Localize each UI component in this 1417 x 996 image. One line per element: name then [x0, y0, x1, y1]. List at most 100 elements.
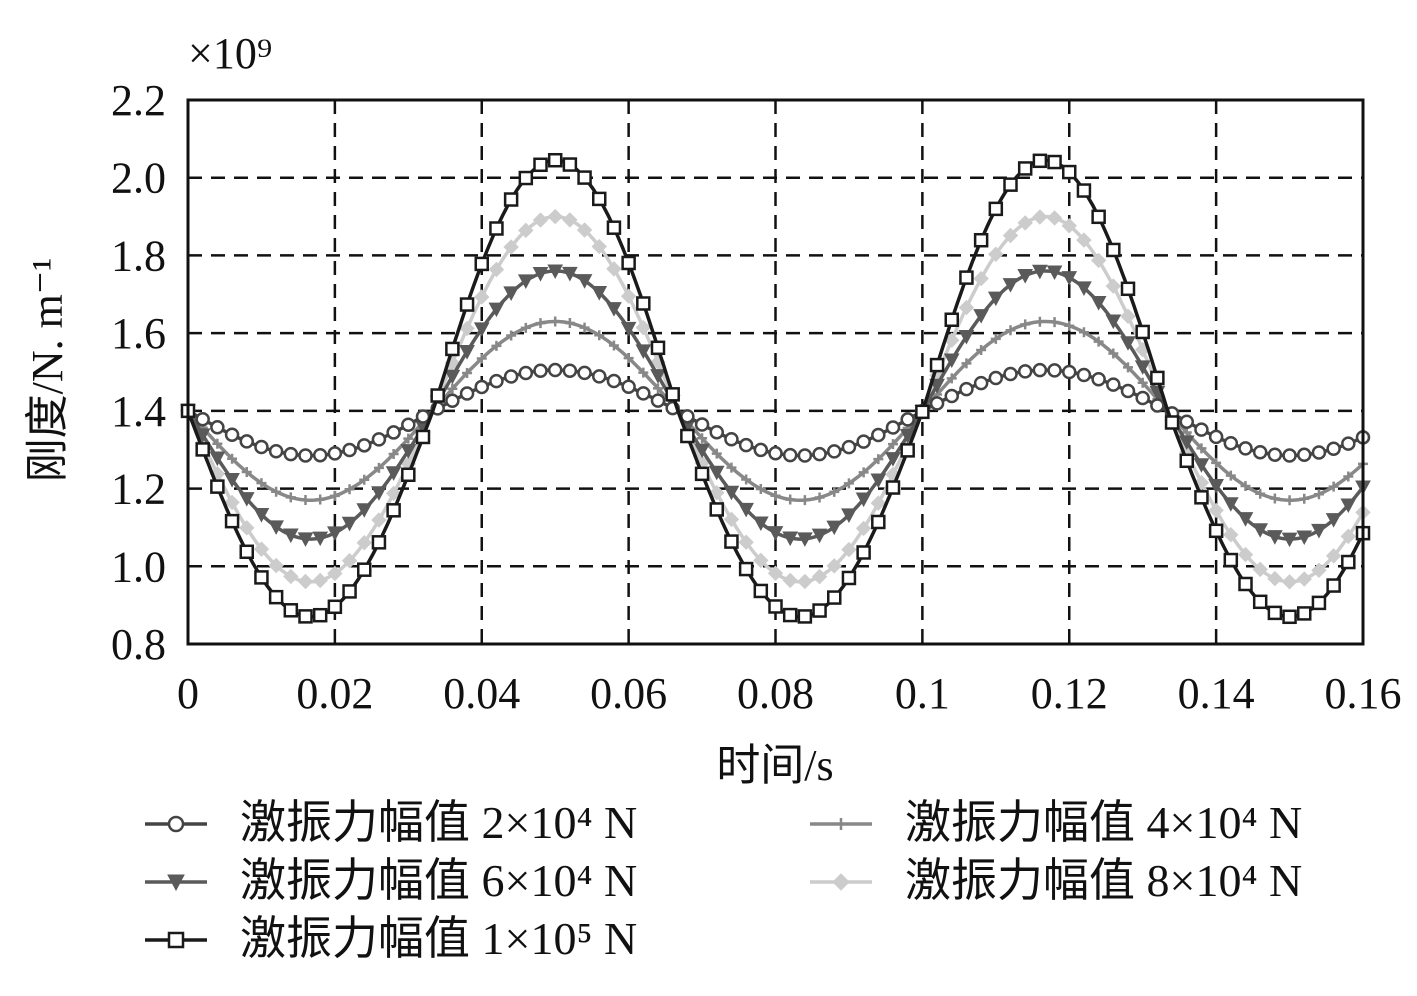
data-point-triangle-down — [327, 526, 343, 541]
data-point-square — [1252, 594, 1268, 610]
data-point-plus — [1123, 362, 1133, 373]
data-point-square — [1179, 453, 1194, 469]
data-point-diamond — [767, 565, 784, 581]
data-point-square — [621, 255, 636, 271]
data-point-circle — [738, 437, 754, 453]
data-point-square — [724, 534, 739, 549]
data-point-plus — [271, 486, 282, 497]
data-point-diamond — [1296, 571, 1312, 587]
y-axis-multiplier: ×10⁹ — [188, 29, 272, 78]
data-point-square — [1150, 370, 1165, 386]
data-point-triangle-down — [973, 309, 989, 324]
data-point-square — [1135, 324, 1150, 340]
data-point-triangle-down — [473, 322, 490, 337]
data-point-circle — [1297, 447, 1312, 463]
data-point-circle — [1179, 414, 1194, 429]
data-point-square — [973, 232, 989, 248]
data-point-circle — [401, 417, 416, 432]
data-point-square — [1208, 523, 1224, 539]
data-point-diamond — [312, 572, 328, 589]
data-point-triangle-down — [1002, 278, 1019, 293]
data-point-diamond — [832, 873, 850, 891]
data-point-triangle-down — [1017, 269, 1034, 284]
data-point-circle — [195, 411, 210, 427]
data-point-diamond — [1076, 232, 1092, 248]
data-point-square — [592, 191, 607, 207]
data-point-plus — [491, 340, 502, 351]
legend-item: 激振力幅值 8×10⁴ N — [810, 855, 1302, 906]
data-point-triangle-down — [400, 444, 417, 459]
data-point-circle — [445, 393, 460, 409]
data-point-square — [1297, 606, 1312, 621]
data-point-square — [753, 583, 769, 599]
data-point-circle — [312, 447, 328, 463]
data-point-circle — [489, 373, 504, 389]
data-point-triangle-down — [562, 266, 578, 282]
data-point-square — [1238, 576, 1253, 592]
data-point-plus — [315, 494, 326, 505]
data-point-circle — [342, 442, 357, 458]
data-point-diamond — [1032, 209, 1048, 225]
data-point-diamond — [576, 222, 593, 238]
data-point-triangle-down — [752, 516, 769, 532]
data-point-triangle-down — [1105, 314, 1122, 330]
data-point-square — [606, 220, 622, 235]
data-point-triangle-down — [620, 321, 637, 337]
data-point-triangle-down — [576, 274, 593, 289]
data-point-plus — [285, 492, 296, 503]
y-tick-label: 1.4 — [111, 387, 166, 436]
data-point-circle — [254, 439, 269, 455]
data-point-square — [518, 170, 534, 186]
data-point-triangle-down — [253, 508, 270, 523]
y-tick-label: 1.6 — [111, 309, 166, 358]
data-point-circle — [1194, 422, 1209, 437]
data-point-circle — [1047, 363, 1062, 378]
data-point-plus — [946, 373, 957, 384]
legend-label: 激振力幅值 2×10⁴ N — [240, 797, 637, 848]
data-point-plus — [476, 353, 487, 364]
data-point-triangle-down — [1281, 532, 1298, 548]
x-tick-label: 0.06 — [590, 669, 667, 718]
data-point-plus — [359, 474, 370, 485]
data-point-circle — [1062, 364, 1077, 380]
data-point-plus — [770, 490, 781, 501]
data-point-plus — [697, 433, 708, 444]
data-point-triangle-down — [1193, 458, 1210, 473]
data-point-diamond — [1223, 526, 1239, 543]
data-point-square — [665, 387, 680, 402]
data-point-square — [812, 603, 827, 618]
data-point-circle — [1282, 448, 1297, 463]
data-point-circle — [944, 388, 959, 404]
data-point-square — [210, 479, 225, 494]
data-point-square — [547, 152, 563, 168]
data-point-circle — [459, 386, 475, 401]
data-point-circle — [988, 370, 1004, 386]
data-point-triangle-down — [708, 465, 725, 481]
x-tick-label: 0.08 — [737, 669, 814, 718]
data-point-plus — [1328, 481, 1339, 492]
data-point-square — [401, 467, 416, 483]
data-point-diamond — [782, 572, 798, 589]
legend-item: 激振力幅值 4×10⁴ N — [810, 797, 1302, 848]
data-point-triangle-down — [238, 492, 255, 507]
data-point-plus — [888, 439, 898, 450]
data-point-circle — [621, 379, 636, 395]
data-point-square — [871, 514, 886, 530]
y-tick-label: 1.0 — [111, 542, 166, 591]
x-tick-label: 0.16 — [1325, 669, 1402, 718]
data-point-plus — [373, 462, 384, 473]
data-point-circle — [724, 431, 739, 447]
data-point-circle — [856, 434, 871, 449]
x-tick-label: 0 — [177, 669, 199, 718]
data-point-circle — [1267, 447, 1283, 462]
data-point-square — [167, 931, 185, 949]
x-tick-label: 0.14 — [1178, 669, 1255, 718]
data-point-plus — [976, 345, 987, 356]
data-point-diamond — [532, 212, 549, 228]
data-point-diamond — [973, 270, 989, 287]
data-point-plus — [814, 492, 825, 503]
data-point-circle — [1326, 441, 1341, 457]
data-point-plus — [403, 433, 414, 444]
data-point-square — [474, 256, 489, 272]
